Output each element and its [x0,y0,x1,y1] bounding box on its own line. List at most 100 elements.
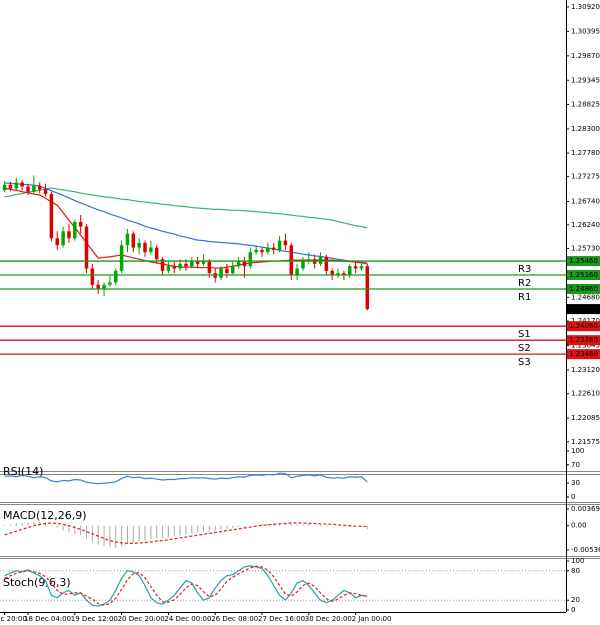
candle-body [219,268,223,278]
x-tick-label: 27 Dec 16:00 [258,615,305,623]
y-tick-label: 1.29870 [571,52,600,60]
candle-body [231,266,235,274]
candle-body [20,182,24,187]
candle-body [330,270,334,276]
candle-body [84,226,89,269]
level-label: R3 [518,264,531,275]
level-label: S2 [518,343,531,354]
candle-body [108,282,112,285]
candle-body [307,259,311,262]
level-label: R1 [518,292,531,303]
candle-body [353,266,358,269]
candle-body [277,240,282,250]
x-tick-label: 18 Dec 04:00 [24,615,71,623]
y-tick-label: 0.003695 [571,505,600,513]
indicator-title: Stoch(9,6,3) [3,576,71,589]
level-price-box [567,270,600,281]
level-price: 1.24860 [569,285,598,293]
candle-body [342,273,346,276]
indicator-line [4,565,368,606]
candle-body [26,186,30,192]
candle-body [14,182,19,189]
moving-average [4,182,368,265]
candle-body [195,261,200,264]
candle-body [119,245,124,271]
candle-body [254,249,258,253]
candle-body [43,189,48,195]
x-tick-label: 30 Dec 20:00 [305,615,352,623]
y-tick-label: 1.28300 [571,125,600,133]
level-label: R2 [518,278,531,289]
x-tick-label: c 20:00 [1,615,27,623]
moving-average [4,187,368,229]
candle-body [49,194,54,239]
level-price: 1.25460 [569,257,598,265]
indicator-line [4,472,368,485]
y-tick-label: 1.29345 [571,76,600,84]
level-price-box [567,256,600,267]
candle-body [271,247,276,250]
candle-body [2,184,7,191]
y-tick-label: 1.30920 [571,3,600,11]
candle-body [336,273,340,276]
candle-body [190,261,194,267]
candle-body [102,284,106,290]
y-tick-label: 0.00 [571,522,587,530]
level-price-box [567,335,600,346]
candle-body [172,266,176,269]
candle-body [125,233,130,246]
y-tick-label: 1.22085 [571,414,600,422]
y-tick-label: 1.30395 [571,27,600,35]
y-tick-label: 1.27275 [571,173,600,181]
y-tick-label: 0 [571,606,575,614]
candle-body [32,185,36,192]
y-tick-label: 1.22610 [571,390,600,398]
y-tick-label: 100 [571,447,584,455]
candle-body [184,263,188,267]
y-tick-label: 1.23120 [571,366,600,374]
y-tick-label: 1.21575 [571,438,600,446]
candle-body [114,270,118,283]
level-price: 1.24060 [569,322,598,330]
candle-body [178,263,182,269]
candle-body [318,256,323,264]
candle-body [289,245,293,276]
level-price: 1.23760 [569,336,598,344]
candle-body [55,238,59,246]
candle-body [90,268,95,285]
y-tick-label: 30 [571,479,580,487]
y-tick-label: 1.24170 [571,317,600,325]
signal-line [4,522,368,544]
candle-body [283,240,288,246]
candle-body [61,231,65,246]
candle-body [131,233,136,248]
candle-body [201,261,206,264]
candle-body [96,284,100,290]
candle-body [207,261,212,274]
candle-body [324,256,329,271]
candle-body [154,247,159,260]
candle-body [242,261,247,267]
indicator-line [4,565,368,607]
level-price: 1.23460 [569,350,598,358]
candle-body [8,184,13,189]
y-tick-label: 0 [571,493,575,501]
candle-body [260,249,264,253]
candle-body [301,261,305,269]
level-price-box [567,283,600,294]
level-price-box [567,321,600,332]
y-tick-label: 100 [571,557,584,565]
y-tick-label: 80 [571,567,580,575]
candle-body [73,221,77,239]
y-tick-label: 70 [571,461,580,469]
x-tick-label: 20 Dec 20:00 [118,615,165,623]
x-tick-label: 24 Dec 00:00 [164,615,211,623]
x-tick-label: 26 Dec 08:00 [211,615,258,623]
candle-body [248,252,253,267]
y-tick-label: 1.26240 [571,221,600,229]
level-price-box [567,349,600,360]
y-tick-label: 1.26740 [571,197,600,205]
candle-body [143,242,147,253]
